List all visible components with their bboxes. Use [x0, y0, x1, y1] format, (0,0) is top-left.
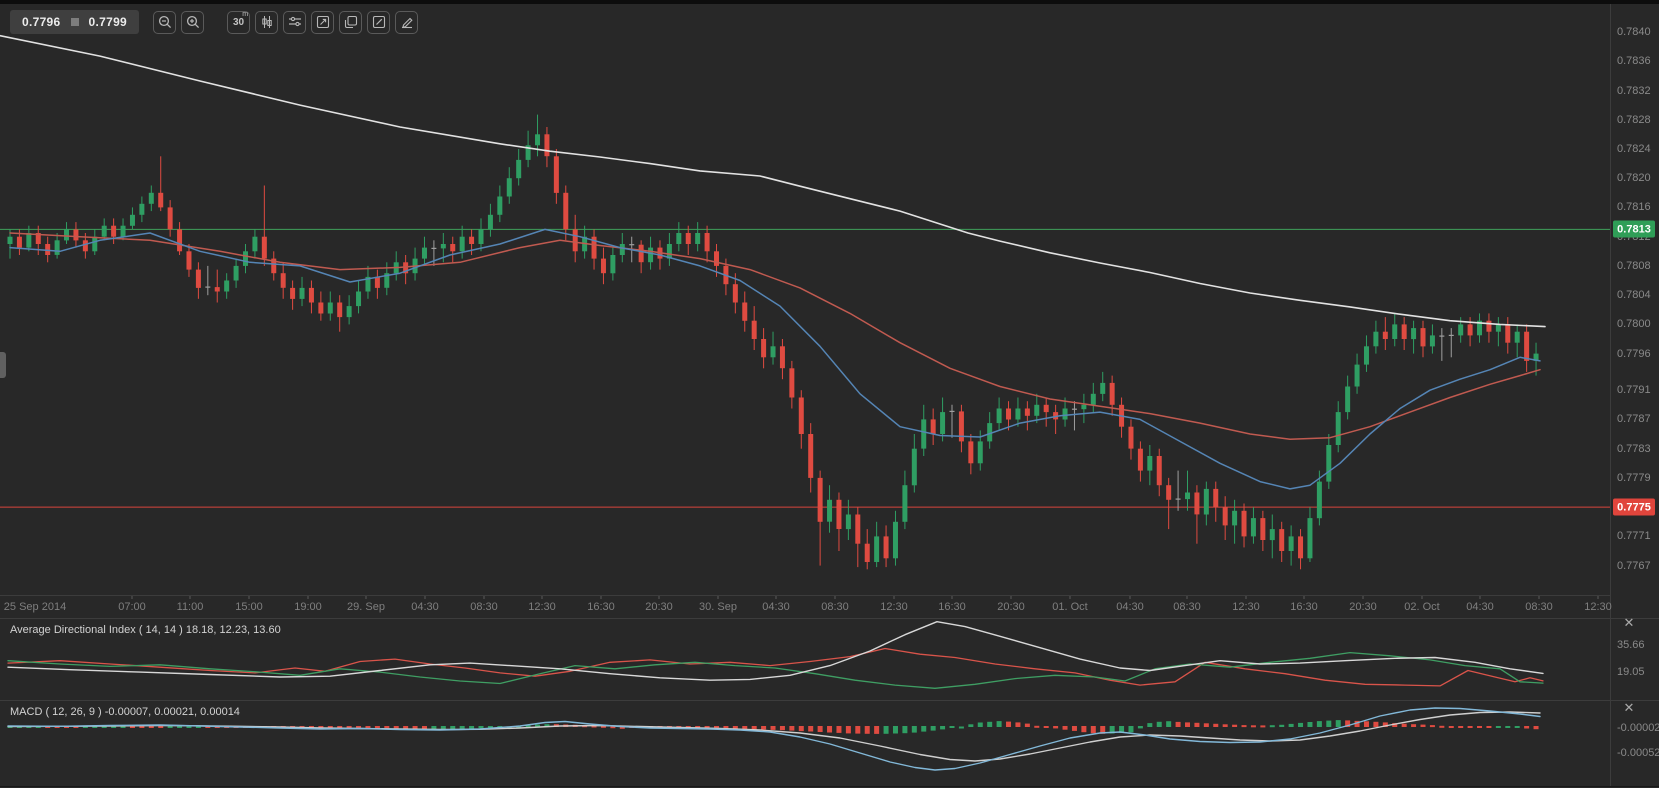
timeframe-value: 30 — [232, 16, 245, 28]
notes-button[interactable] — [367, 10, 391, 34]
time-tick-label: 19:00 — [294, 601, 322, 613]
chart-toolbar: 0.7796 0.7799 — [10, 10, 419, 34]
fullscreen-button[interactable] — [311, 10, 335, 34]
time-tick-label: 12:30 — [880, 601, 908, 613]
time-tick-label: 11:00 — [176, 601, 204, 613]
bottom-border — [0, 786, 1659, 787]
draw-button[interactable] — [395, 10, 419, 34]
adx-pane-title: Average Directional Index ( 14, 14 ) 18.… — [10, 624, 281, 636]
time-tick-label: 12:30 — [1232, 601, 1260, 613]
spread-indicator-icon — [70, 18, 79, 26]
price-tick-label: 0.7783 — [1617, 442, 1651, 455]
macd-pane-title: MACD ( 12, 26, 9 ) -0.00007, 0.00021, 0.… — [10, 706, 240, 718]
price-tick-label: 0.7816 — [1617, 201, 1651, 214]
adx-scale-label: 35.66 — [1617, 639, 1645, 651]
price-tick-label: 0.7787 — [1617, 413, 1651, 426]
copy-icon — [344, 15, 357, 29]
time-tick-label: 04:30 — [762, 601, 790, 613]
time-tick-label: 29. Sep — [347, 601, 385, 613]
price-tick-label: 0.7824 — [1617, 143, 1651, 155]
price-tick-label: 0.7767 — [1617, 559, 1651, 572]
time-axis-separator — [0, 595, 1610, 596]
top-strip — [0, 0, 1659, 4]
expand-icon — [316, 15, 329, 29]
time-tick-label: 04:30 — [411, 601, 439, 613]
macd-scale-label: -0.00002 — [1617, 722, 1659, 734]
price-axis-separator — [1610, 4, 1611, 786]
time-tick-label: 04:30 — [1466, 601, 1494, 613]
macd-scale-label: -0.00052 — [1617, 747, 1659, 759]
time-tick-label: 20:30 — [645, 601, 673, 613]
price-tick-label: 0.7808 — [1617, 259, 1651, 272]
timeframe-button[interactable]: 30 m — [227, 10, 251, 34]
time-tick-label: 08:30 — [821, 601, 849, 613]
chart-type-button[interactable] — [255, 10, 279, 34]
zoom-out-icon — [158, 15, 171, 29]
zoom-in-icon — [186, 15, 199, 29]
quote-box[interactable]: 0.7796 0.7799 — [10, 10, 140, 34]
time-tick-label: 02. Oct — [1404, 601, 1440, 613]
adx-scale-label: 19.05 — [1617, 666, 1645, 678]
price-tick-label: 0.7791 — [1617, 384, 1651, 397]
time-tick-label: 15:00 — [235, 601, 263, 613]
time-tick-label: 30. Sep — [699, 601, 737, 613]
price-tick-label: 0.7840 — [1617, 26, 1651, 38]
price-tick-label: 0.7836 — [1617, 55, 1651, 68]
sliders-icon — [288, 16, 301, 27]
price-tick-label: 0.7796 — [1617, 347, 1651, 360]
candlestick-icon — [261, 16, 272, 28]
time-tick-label: 01. Oct — [1052, 601, 1088, 613]
timeframe-unit: m — [242, 10, 249, 18]
toolbar-buttons: 30 m — [153, 10, 419, 34]
indicators-button[interactable] — [283, 10, 307, 34]
price-tick-label: 0.7800 — [1617, 318, 1651, 331]
price-tick-label: 0.7779 — [1617, 471, 1651, 484]
time-tick-label: 16:30 — [938, 601, 966, 613]
price-tick-label: 0.7828 — [1617, 113, 1651, 126]
pencil-icon — [401, 17, 413, 29]
time-tick-label: 08:30 — [1525, 601, 1553, 613]
time-tick-label: 12:30 — [528, 601, 556, 613]
zoom-out-button[interactable] — [153, 10, 177, 34]
time-tick-label: 07:00 — [118, 601, 146, 613]
green-line-price-badge: 0.7813 — [1613, 220, 1655, 238]
price-tick-label: 0.7804 — [1617, 289, 1651, 302]
price-tick-label: 0.7832 — [1617, 84, 1651, 97]
bid-price: 0.7796 — [22, 15, 61, 29]
time-tick-label: 12:30 — [1584, 601, 1612, 613]
time-tick-label: 04:30 — [1116, 601, 1144, 613]
adx-close-icon[interactable]: ✕ — [1623, 615, 1635, 630]
time-tick-label: 08:30 — [1173, 601, 1201, 613]
time-tick-label: 20:30 — [1349, 601, 1377, 613]
macd-pane-separator — [0, 700, 1659, 701]
time-tick-label: 25 Sep 2014 — [3, 601, 67, 613]
time-tick-label: 20:30 — [997, 601, 1025, 613]
ask-price: 0.7799 — [88, 15, 128, 29]
zoom-in-button[interactable] — [181, 10, 205, 34]
time-tick-label: 16:30 — [1290, 601, 1318, 613]
price-tick-label: 0.7820 — [1617, 172, 1651, 185]
duplicate-chart-button[interactable] — [339, 10, 363, 34]
macd-close-icon[interactable]: ✕ — [1623, 700, 1635, 715]
red-line-price-badge: 0.7775 — [1613, 498, 1655, 516]
sidebar-collapse-handle[interactable] — [0, 352, 6, 378]
edit-note-icon — [372, 15, 385, 29]
price-tick-label: 0.7771 — [1617, 530, 1651, 543]
adx-pane-separator — [0, 618, 1659, 619]
time-tick-label: 16:30 — [587, 601, 615, 613]
time-tick-label: 08:30 — [470, 601, 498, 613]
